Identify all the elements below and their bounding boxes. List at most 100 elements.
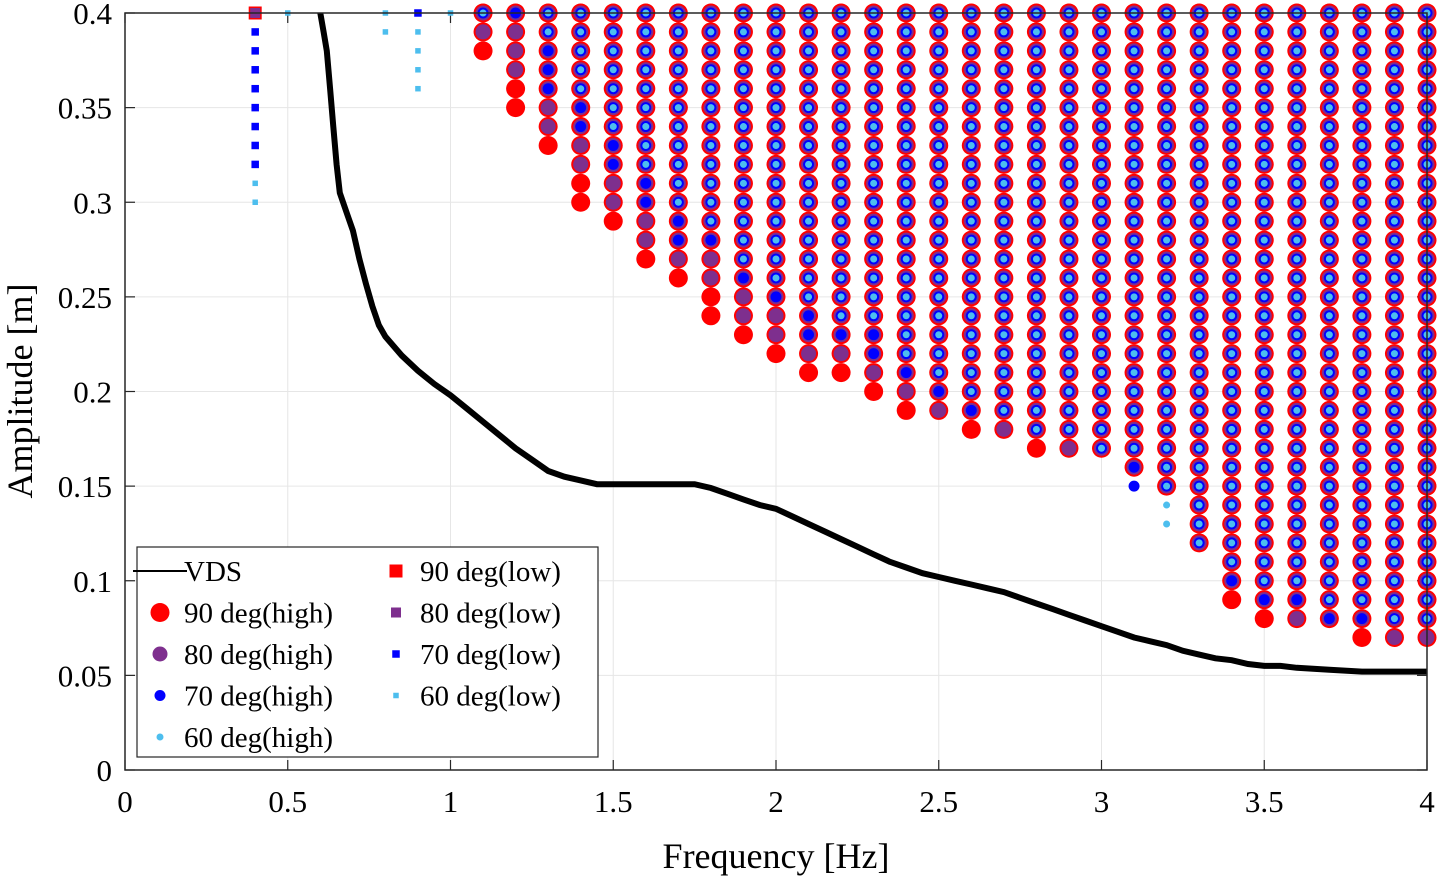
point-60deg-high [707, 198, 715, 206]
point-60deg-high [1260, 501, 1268, 509]
y-tick-label: 0 [97, 753, 113, 788]
point-60deg-high [1358, 520, 1366, 528]
point-60deg-high [1163, 406, 1171, 414]
point-60deg-high [1032, 66, 1040, 74]
point-60deg-high [1228, 539, 1236, 547]
point-60deg-high [1390, 85, 1398, 93]
x-tick-label: 0 [117, 784, 133, 819]
point-60deg-high [1032, 406, 1040, 414]
point-60deg-high [1195, 160, 1203, 168]
point-60deg-high [1325, 501, 1333, 509]
point-60deg-high [1390, 388, 1398, 395]
point-60deg-high [1032, 293, 1040, 301]
point-60deg-high [1032, 85, 1040, 93]
point-60deg-high [1390, 539, 1398, 547]
point-60deg-high [1130, 141, 1138, 149]
point-60deg-high [739, 47, 747, 55]
point-60deg-high [1163, 331, 1171, 339]
point-60deg-high [1130, 85, 1138, 93]
point-70deg-high [933, 386, 945, 397]
point-60deg-high [1195, 28, 1203, 36]
point-60deg-high [805, 255, 813, 263]
point-60deg-high [1228, 558, 1236, 566]
point-70deg-high [1258, 594, 1270, 606]
point-60deg-high [1293, 236, 1301, 244]
point-90deg-high [831, 363, 851, 383]
point-60deg-high [805, 104, 813, 112]
point-60deg-high [1390, 28, 1398, 36]
point-70deg-high [607, 158, 619, 170]
point-60deg-high [1195, 236, 1203, 244]
point-60deg-high [902, 293, 910, 301]
point-80deg-high [931, 402, 947, 418]
point-90deg-high [538, 135, 558, 155]
point-60deg-high [1390, 312, 1398, 320]
point-60deg-high [1293, 539, 1301, 547]
point-60deg-high [1260, 388, 1268, 395]
point-60deg-high [1260, 255, 1268, 263]
point-60deg-high [707, 217, 715, 225]
point-60deg-high [1260, 577, 1268, 585]
point-60deg-high [1195, 293, 1203, 301]
point-60deg-high [609, 123, 617, 131]
point-60deg-high [935, 274, 943, 282]
point-60deg-high [1358, 350, 1366, 358]
point-60deg-high [1065, 255, 1073, 263]
point-60deg-high [1390, 558, 1398, 566]
point-60deg-high [1163, 463, 1171, 471]
point-60deg-high [1390, 274, 1398, 282]
point-90deg-high [506, 79, 526, 99]
point-60deg-high [1163, 47, 1171, 55]
point-60deg-high [1130, 66, 1138, 74]
point-60deg-high [967, 331, 975, 339]
point-60deg-high [1032, 47, 1040, 55]
point-60deg-high [1065, 141, 1073, 149]
point-60deg-high [1000, 47, 1008, 55]
point-70deg-high [1226, 575, 1238, 587]
point-60deg-high [1000, 123, 1008, 131]
point-90deg-high [1254, 609, 1274, 629]
point-60deg-high [1260, 274, 1268, 282]
point-60deg-high [707, 85, 715, 93]
point-60deg-high [967, 369, 975, 377]
point-60deg-high [1390, 520, 1398, 528]
point-90deg-high [1026, 438, 1046, 458]
point-60deg-high [967, 236, 975, 244]
point-60deg-high [739, 141, 747, 149]
point-90deg-high [864, 382, 884, 401]
point-60deg-high [1358, 198, 1366, 206]
point-60deg-high [1325, 388, 1333, 395]
point-60deg-high [1163, 274, 1171, 282]
point-60deg-high [1000, 331, 1008, 339]
point-60deg-high [1228, 236, 1236, 244]
x-tick-label: 3.5 [1245, 784, 1284, 819]
vds-line [317, 12, 1427, 675]
point-60deg-high [1390, 123, 1398, 131]
point-70deg-high [672, 215, 684, 227]
point-60deg-high [1293, 520, 1301, 528]
point-60deg-high [1358, 539, 1366, 547]
point-60deg-high [1260, 217, 1268, 225]
point-60deg-high [1358, 312, 1366, 320]
point-60deg-high [1163, 293, 1171, 301]
y-axis-label: Amplitude [m] [0, 284, 40, 499]
point-60deg-high [1228, 369, 1236, 377]
point-60deg-high [1032, 331, 1040, 339]
point-60deg-high [1358, 141, 1366, 149]
point-60deg-high [902, 66, 910, 74]
point-60deg-high [837, 104, 845, 112]
point-60deg-high [1228, 406, 1236, 414]
point-80deg-high [573, 137, 589, 153]
point-60deg-high [1293, 350, 1301, 358]
point-80deg-high [1061, 440, 1077, 456]
point-60deg-high [1293, 198, 1301, 206]
point-60deg-high [1228, 198, 1236, 206]
point-60deg-high [1358, 596, 1366, 604]
point-60deg-high [739, 85, 747, 93]
point-60deg-high [642, 28, 650, 36]
point-60deg-high [1358, 179, 1366, 187]
point-60deg-high [1325, 558, 1333, 566]
point-60deg-high [1130, 312, 1138, 320]
point-60deg-high [1098, 425, 1105, 433]
